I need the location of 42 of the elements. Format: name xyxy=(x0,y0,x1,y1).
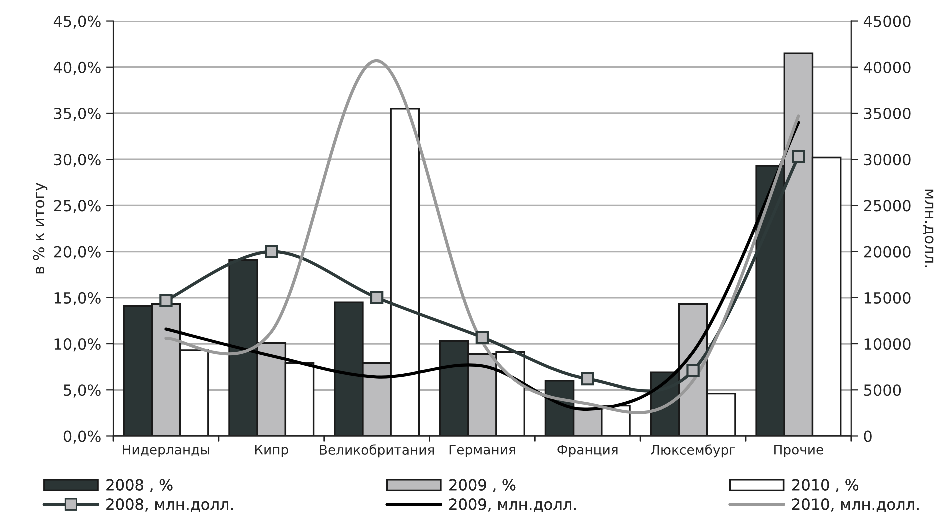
point xyxy=(476,330,490,344)
y2-axis-title: млн.долл. xyxy=(923,190,934,268)
y-tick-label: 15,0% xyxy=(54,292,101,306)
y2-tick-label: 35000 xyxy=(864,108,911,120)
y2-tick-label: 40000 xyxy=(864,62,911,74)
y2-tick-label: 25000 xyxy=(864,200,911,212)
point xyxy=(686,364,700,378)
y-tick-label: 25,0% xyxy=(54,200,101,214)
x-tick-label: Германия xyxy=(450,444,516,458)
point xyxy=(792,150,806,164)
y2-tick-label: 10000 xyxy=(864,338,911,350)
legend-label: 2009 , % xyxy=(450,479,516,492)
point xyxy=(370,291,384,305)
legend-label: 2008, млн.долл. xyxy=(106,498,233,512)
legend-label: 2010 , % xyxy=(792,479,859,492)
y2-tick-label: 45000 xyxy=(864,16,911,28)
y-tick-label: 45,0% xyxy=(54,16,101,29)
y-tick-label: 20,0% xyxy=(54,246,101,260)
point xyxy=(581,372,594,386)
y2-tick-label: 20000 xyxy=(864,246,911,258)
legend-label: 2009, млн.долл. xyxy=(450,498,576,512)
y2-tick-label: 15000 xyxy=(864,292,911,304)
x-tick-label: Люксембург xyxy=(651,444,736,458)
point xyxy=(160,294,173,308)
x-tick-label: Кипр xyxy=(255,444,288,458)
y-axis-title: в % к итогу xyxy=(33,182,48,274)
y-tick-label: 5,0% xyxy=(64,384,101,398)
x-tick-label: Нидерланды xyxy=(123,444,210,458)
x-tick-label: Прочие xyxy=(774,444,824,458)
legend-label: 2010, млн.долл. xyxy=(792,498,919,512)
x-tick-label: Великобритания xyxy=(320,444,434,458)
y-tick-label: 10,0% xyxy=(54,338,101,352)
y-tick-label: 30,0% xyxy=(54,154,101,168)
y2-tick-label: 0 xyxy=(864,430,872,442)
y-tick-label: 35,0% xyxy=(54,108,101,122)
y2-tick-label: 5000 xyxy=(864,384,902,396)
y-tick-label: 40,0% xyxy=(54,62,101,75)
legend-label: 2008 , % xyxy=(106,479,173,492)
y2-tick-label: 30000 xyxy=(864,154,911,166)
x-tick-label: Франция xyxy=(558,444,618,458)
y-tick-label: 0,0% xyxy=(64,430,101,444)
point xyxy=(265,245,278,258)
